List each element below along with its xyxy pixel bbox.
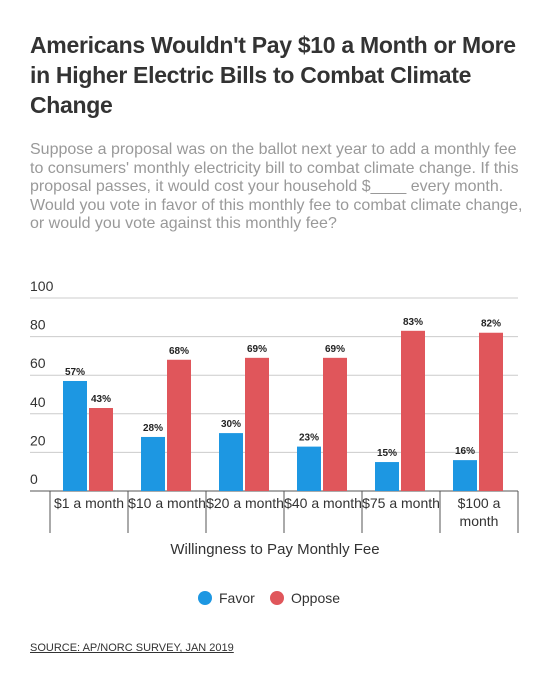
bar: [89, 408, 113, 491]
source-note: SOURCE: AP/NORC SURVEY, JAN 2019: [30, 642, 234, 654]
y-tick-label: 80: [30, 317, 46, 333]
bar: [297, 446, 321, 491]
y-tick-label: 100: [30, 278, 54, 294]
data-label: 23%: [299, 433, 319, 444]
y-tick-label: 40: [30, 394, 46, 410]
y-tick-label: 0: [30, 471, 38, 487]
data-label: 69%: [247, 344, 267, 355]
data-label: 83%: [403, 317, 423, 328]
bar: [219, 433, 243, 491]
bar: [323, 357, 347, 491]
x-tick-label: $100 a month: [457, 495, 501, 529]
x-axis-title: Willingness to Pay Monthly Fee: [170, 541, 380, 558]
x-tick-label: $40 a month: [284, 495, 362, 511]
bar: [63, 380, 87, 491]
chart-subtitle: Suppose a proposal was on the ballot nex…: [30, 141, 523, 232]
bar: [401, 330, 425, 491]
data-label: 68%: [169, 346, 189, 357]
legend-swatch: [270, 591, 284, 605]
x-tick-label: $75 a month: [362, 495, 440, 511]
data-label: 57%: [65, 367, 85, 378]
bar: [245, 357, 269, 491]
x-tick-label: $1 a month: [53, 495, 125, 511]
legend-label: Oppose: [291, 590, 340, 606]
bar: [453, 460, 477, 491]
data-label: 82%: [481, 319, 501, 330]
data-label: 69%: [325, 344, 345, 355]
data-label: 43%: [91, 394, 111, 405]
bar: [375, 462, 399, 491]
chart-title: Americans Wouldn't Pay $10 a Month or Mo…: [30, 32, 516, 118]
y-tick-label: 60: [30, 355, 46, 371]
x-tick-label: $20 a month: [206, 495, 284, 511]
legend-swatch: [198, 591, 212, 605]
bar: [141, 436, 165, 491]
data-label: 16%: [455, 446, 475, 457]
legend-label: Favor: [219, 590, 255, 606]
bar: [479, 332, 503, 491]
y-tick-label: 20: [30, 432, 46, 448]
x-tick-label: $10 a month: [128, 495, 206, 511]
bar: [167, 359, 191, 491]
data-label: 30%: [221, 419, 241, 430]
data-label: 28%: [143, 423, 163, 434]
data-label: 15%: [377, 448, 397, 459]
